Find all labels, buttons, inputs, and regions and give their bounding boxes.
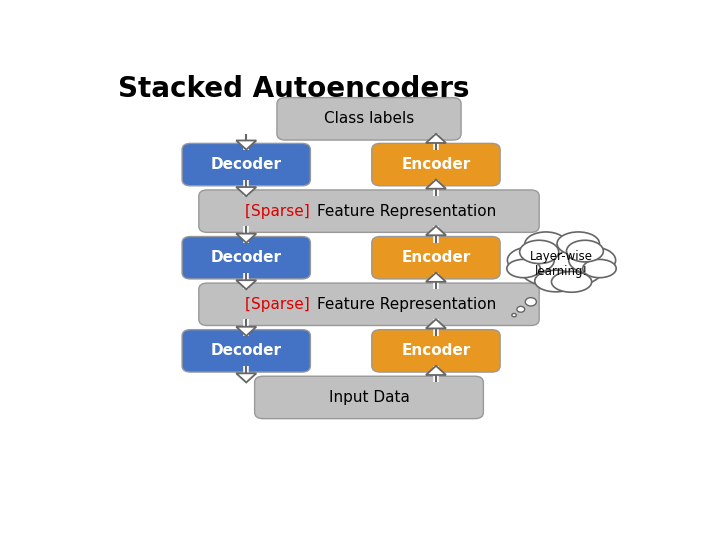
Circle shape xyxy=(525,298,536,306)
FancyBboxPatch shape xyxy=(255,376,483,419)
Ellipse shape xyxy=(552,272,592,292)
FancyBboxPatch shape xyxy=(199,283,539,326)
Text: Input Data: Input Data xyxy=(328,390,410,405)
FancyBboxPatch shape xyxy=(372,237,500,279)
Polygon shape xyxy=(426,226,446,235)
Polygon shape xyxy=(236,234,256,243)
Polygon shape xyxy=(426,180,446,188)
Polygon shape xyxy=(426,273,446,282)
Circle shape xyxy=(512,313,516,317)
Polygon shape xyxy=(426,319,446,328)
Polygon shape xyxy=(236,187,256,196)
Text: Encoder: Encoder xyxy=(401,250,471,265)
Text: Encoder: Encoder xyxy=(401,157,471,172)
Text: Feature Representation: Feature Representation xyxy=(317,204,496,219)
Ellipse shape xyxy=(520,240,559,264)
Text: Feature Representation: Feature Representation xyxy=(317,297,496,312)
Text: [Sparse]: [Sparse] xyxy=(245,204,314,219)
Ellipse shape xyxy=(569,247,616,274)
Ellipse shape xyxy=(508,247,554,274)
Ellipse shape xyxy=(507,259,540,278)
Text: Decoder: Decoder xyxy=(211,250,282,265)
Text: Layer-wise
learning!: Layer-wise learning! xyxy=(530,251,593,279)
Text: Decoder: Decoder xyxy=(211,157,282,172)
FancyBboxPatch shape xyxy=(182,237,310,279)
Text: Decoder: Decoder xyxy=(211,343,282,359)
Text: Stacked Autoencoders: Stacked Autoencoders xyxy=(118,75,469,103)
Ellipse shape xyxy=(525,232,567,257)
Ellipse shape xyxy=(567,240,603,262)
Polygon shape xyxy=(236,373,256,382)
Text: Class labels: Class labels xyxy=(324,111,414,126)
Ellipse shape xyxy=(557,232,600,255)
Text: Encoder: Encoder xyxy=(401,343,471,359)
Polygon shape xyxy=(236,140,256,150)
FancyBboxPatch shape xyxy=(182,329,310,372)
Polygon shape xyxy=(426,366,446,375)
Polygon shape xyxy=(236,280,256,289)
FancyBboxPatch shape xyxy=(372,144,500,186)
FancyBboxPatch shape xyxy=(372,329,500,372)
Text: [Sparse]: [Sparse] xyxy=(245,297,314,312)
Ellipse shape xyxy=(582,259,616,278)
Polygon shape xyxy=(236,327,256,336)
Ellipse shape xyxy=(535,270,577,292)
FancyBboxPatch shape xyxy=(182,144,310,186)
Polygon shape xyxy=(426,134,446,143)
FancyBboxPatch shape xyxy=(277,98,461,140)
Circle shape xyxy=(517,306,525,312)
FancyBboxPatch shape xyxy=(199,190,539,232)
Ellipse shape xyxy=(517,240,606,288)
